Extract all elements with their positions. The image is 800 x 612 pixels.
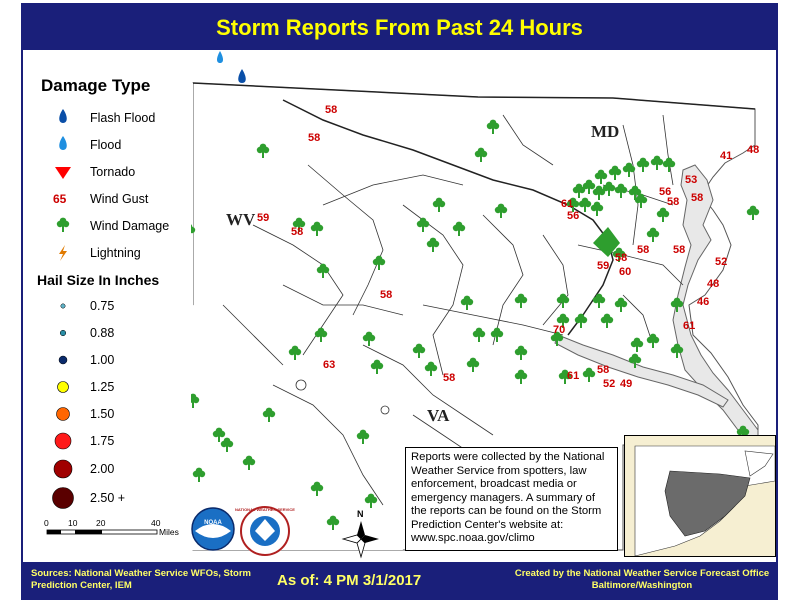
chesapeake-bay [672,164,759,446]
gust-label: 59 [597,260,609,272]
gust-label: 56 [567,210,579,222]
noaa-logo: NOAA [191,507,235,551]
wind-gust-number: 65 [53,192,67,206]
footer-as-of: As of: 4 PM 3/1/2017 [277,572,422,589]
gust-label: 70 [553,324,565,336]
gust-label: 58 [667,196,679,208]
footer-sources: Sources: National Weather Service WFOs, … [31,568,251,591]
scale-tick: 20 [96,518,106,528]
hail-marker-icon [52,487,74,509]
gust-label: 46 [697,296,709,308]
dc-area [593,227,620,257]
gust-label: 61 [561,198,573,210]
gust-label: 58 [691,192,703,204]
hail-marker-icon [53,459,73,479]
info-text: Reports were collected by the National W… [411,451,605,544]
hail-marker-icon [56,407,70,421]
legend-item-label: Wind Gust [90,192,149,206]
title-bar: Storm Reports From Past 24 Hours [23,5,776,50]
hail-label: 1.75 [90,434,114,448]
county-lines [222,114,684,506]
inset-locator-map [624,435,776,557]
scale-bar: 0 10 20 40 Miles [44,518,179,537]
hail-marker-icon [58,355,68,365]
hail-label: 1.25 [90,380,114,394]
gust-label: 58 [325,104,337,116]
legend-item-label: Flood [90,138,121,152]
scale-tick: 40 [151,518,161,528]
gust-label: 41 [720,150,732,162]
map-title: Storm Reports From Past 24 Hours [216,15,583,40]
gust-label: 52 [715,256,727,268]
hail-label: 2.50 + [90,491,125,505]
svg-text:N: N [357,509,364,519]
gust-label: 48 [747,144,759,156]
tornado-triangle-icon [55,167,71,179]
gust-label: 58 [673,244,685,256]
legend-item-label: Tornado [90,165,135,179]
state-label-wv: WV [226,210,256,229]
city-outline [380,405,390,415]
scale-tick: 0 [44,518,49,528]
storm-map: 58 58 58 59 58 63 58 61 56 58 58 60 59 7… [23,50,759,562]
gust-label: 58 [291,226,303,238]
hail-label: 1.00 [90,353,114,367]
gust-label: 58 [443,372,455,384]
flood-drop-icon [59,136,67,150]
hail-label: 0.75 [90,299,114,313]
gust-label: 58 [308,132,320,144]
legend-item-label: Lightning [90,246,141,260]
gust-label: 56 [659,186,671,198]
svg-text:NOAA: NOAA [204,520,222,526]
hail-marker-icon [57,381,69,393]
flash-flood-markers [217,51,246,83]
map-frame: Storm Reports From Past 24 Hours [21,3,778,600]
gust-label: 48 [707,278,719,290]
hail-label: 1.50 [90,407,114,421]
gust-label: 58 [615,252,627,264]
scale-unit: Miles [159,527,179,537]
info-text-box: Reports were collected by the National W… [405,447,618,551]
gust-label: 60 [619,266,631,278]
gust-label: 61 [567,370,579,382]
gust-label: 63 [323,359,335,371]
city-outline [295,379,307,391]
gust-label: 49 [620,378,632,390]
md-border [192,82,756,110]
neighbor-gray [193,305,403,550]
state-label-va: VA [427,406,450,425]
gust-label: 52 [603,378,615,390]
footer-credit: Created by the National Weather Service … [514,568,770,591]
hail-marker-icon [59,329,67,337]
flash-flood-drop-icon [59,109,67,123]
north-arrow-icon: N [341,509,379,559]
svg-text:NATIONAL WEATHER SERVICE: NATIONAL WEATHER SERVICE [235,507,295,512]
gust-label: 58 [380,289,392,301]
hail-label: 2.00 [90,462,114,476]
gust-label: 61 [683,320,695,332]
legend-panel [23,50,191,562]
hail-marker-icon [60,303,66,309]
legend-damage-title: Damage Type [41,76,150,95]
nws-logo: NATIONAL WEATHER SERVICE [235,506,295,556]
gust-label: 58 [637,244,649,256]
potomac-river [554,334,729,408]
legend-item-label: Flash Flood [90,111,155,125]
gust-label: 53 [685,174,697,186]
state-label-md: MD [591,122,619,141]
gust-label: 58 [597,364,609,376]
lightning-bolt-icon [59,245,67,261]
hail-label: 0.88 [90,326,114,340]
wind-gust-labels: 58 58 58 59 58 63 58 61 56 58 58 60 59 7… [257,104,759,390]
scale-tick: 10 [68,518,78,528]
md-va-border [282,99,614,336]
gust-label: 59 [257,212,269,224]
hail-marker-icon [54,432,72,450]
legend-item-label: Wind Damage [90,219,169,233]
legend-hail-title: Hail Size In Inches [37,272,159,288]
footer-bar [23,562,776,598]
